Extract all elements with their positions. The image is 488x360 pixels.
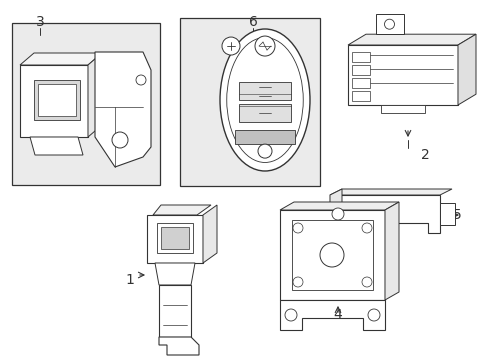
Polygon shape: [159, 337, 199, 355]
Circle shape: [361, 277, 371, 287]
Bar: [34, 80, 80, 120]
Ellipse shape: [226, 37, 303, 162]
Polygon shape: [95, 52, 151, 167]
Polygon shape: [329, 195, 439, 233]
Polygon shape: [384, 202, 398, 300]
Polygon shape: [280, 202, 398, 210]
Bar: [439, 203, 454, 225]
Bar: [351, 52, 369, 62]
Text: 6: 6: [248, 15, 257, 29]
Bar: [375, 14, 403, 34]
Bar: [351, 65, 369, 75]
Polygon shape: [457, 34, 475, 105]
Circle shape: [222, 37, 240, 55]
Circle shape: [292, 223, 303, 233]
Circle shape: [258, 144, 271, 158]
Circle shape: [331, 208, 343, 220]
Text: 5: 5: [452, 208, 461, 222]
Bar: [147, 215, 203, 263]
Bar: [347, 45, 457, 105]
Circle shape: [384, 19, 394, 29]
Circle shape: [285, 309, 296, 321]
Circle shape: [112, 132, 128, 148]
Bar: [380, 105, 424, 113]
Bar: [157, 223, 193, 253]
Bar: [161, 227, 189, 249]
Circle shape: [136, 75, 146, 85]
Bar: [20, 65, 88, 137]
Polygon shape: [30, 137, 83, 155]
Polygon shape: [155, 263, 195, 285]
Circle shape: [292, 277, 303, 287]
Circle shape: [361, 223, 371, 233]
Bar: [351, 78, 369, 88]
Bar: [351, 91, 369, 101]
Ellipse shape: [220, 29, 309, 171]
Text: 4: 4: [333, 308, 342, 322]
Polygon shape: [20, 53, 102, 65]
Bar: [291, 220, 372, 290]
Circle shape: [319, 243, 343, 267]
Text: 2: 2: [420, 148, 429, 162]
Bar: [38, 84, 76, 116]
Text: 1: 1: [125, 273, 134, 287]
Bar: [239, 104, 290, 122]
Bar: [12, 23, 160, 185]
Bar: [159, 285, 191, 337]
Polygon shape: [203, 205, 217, 263]
Bar: [239, 82, 290, 100]
Bar: [180, 18, 319, 186]
Polygon shape: [280, 300, 384, 330]
Bar: [280, 210, 384, 300]
Circle shape: [254, 36, 274, 56]
Polygon shape: [347, 34, 475, 45]
Text: 3: 3: [36, 15, 44, 29]
Polygon shape: [88, 53, 102, 137]
Bar: [235, 130, 294, 144]
Polygon shape: [153, 205, 210, 215]
Polygon shape: [329, 189, 451, 195]
Polygon shape: [329, 189, 341, 233]
Circle shape: [367, 309, 379, 321]
